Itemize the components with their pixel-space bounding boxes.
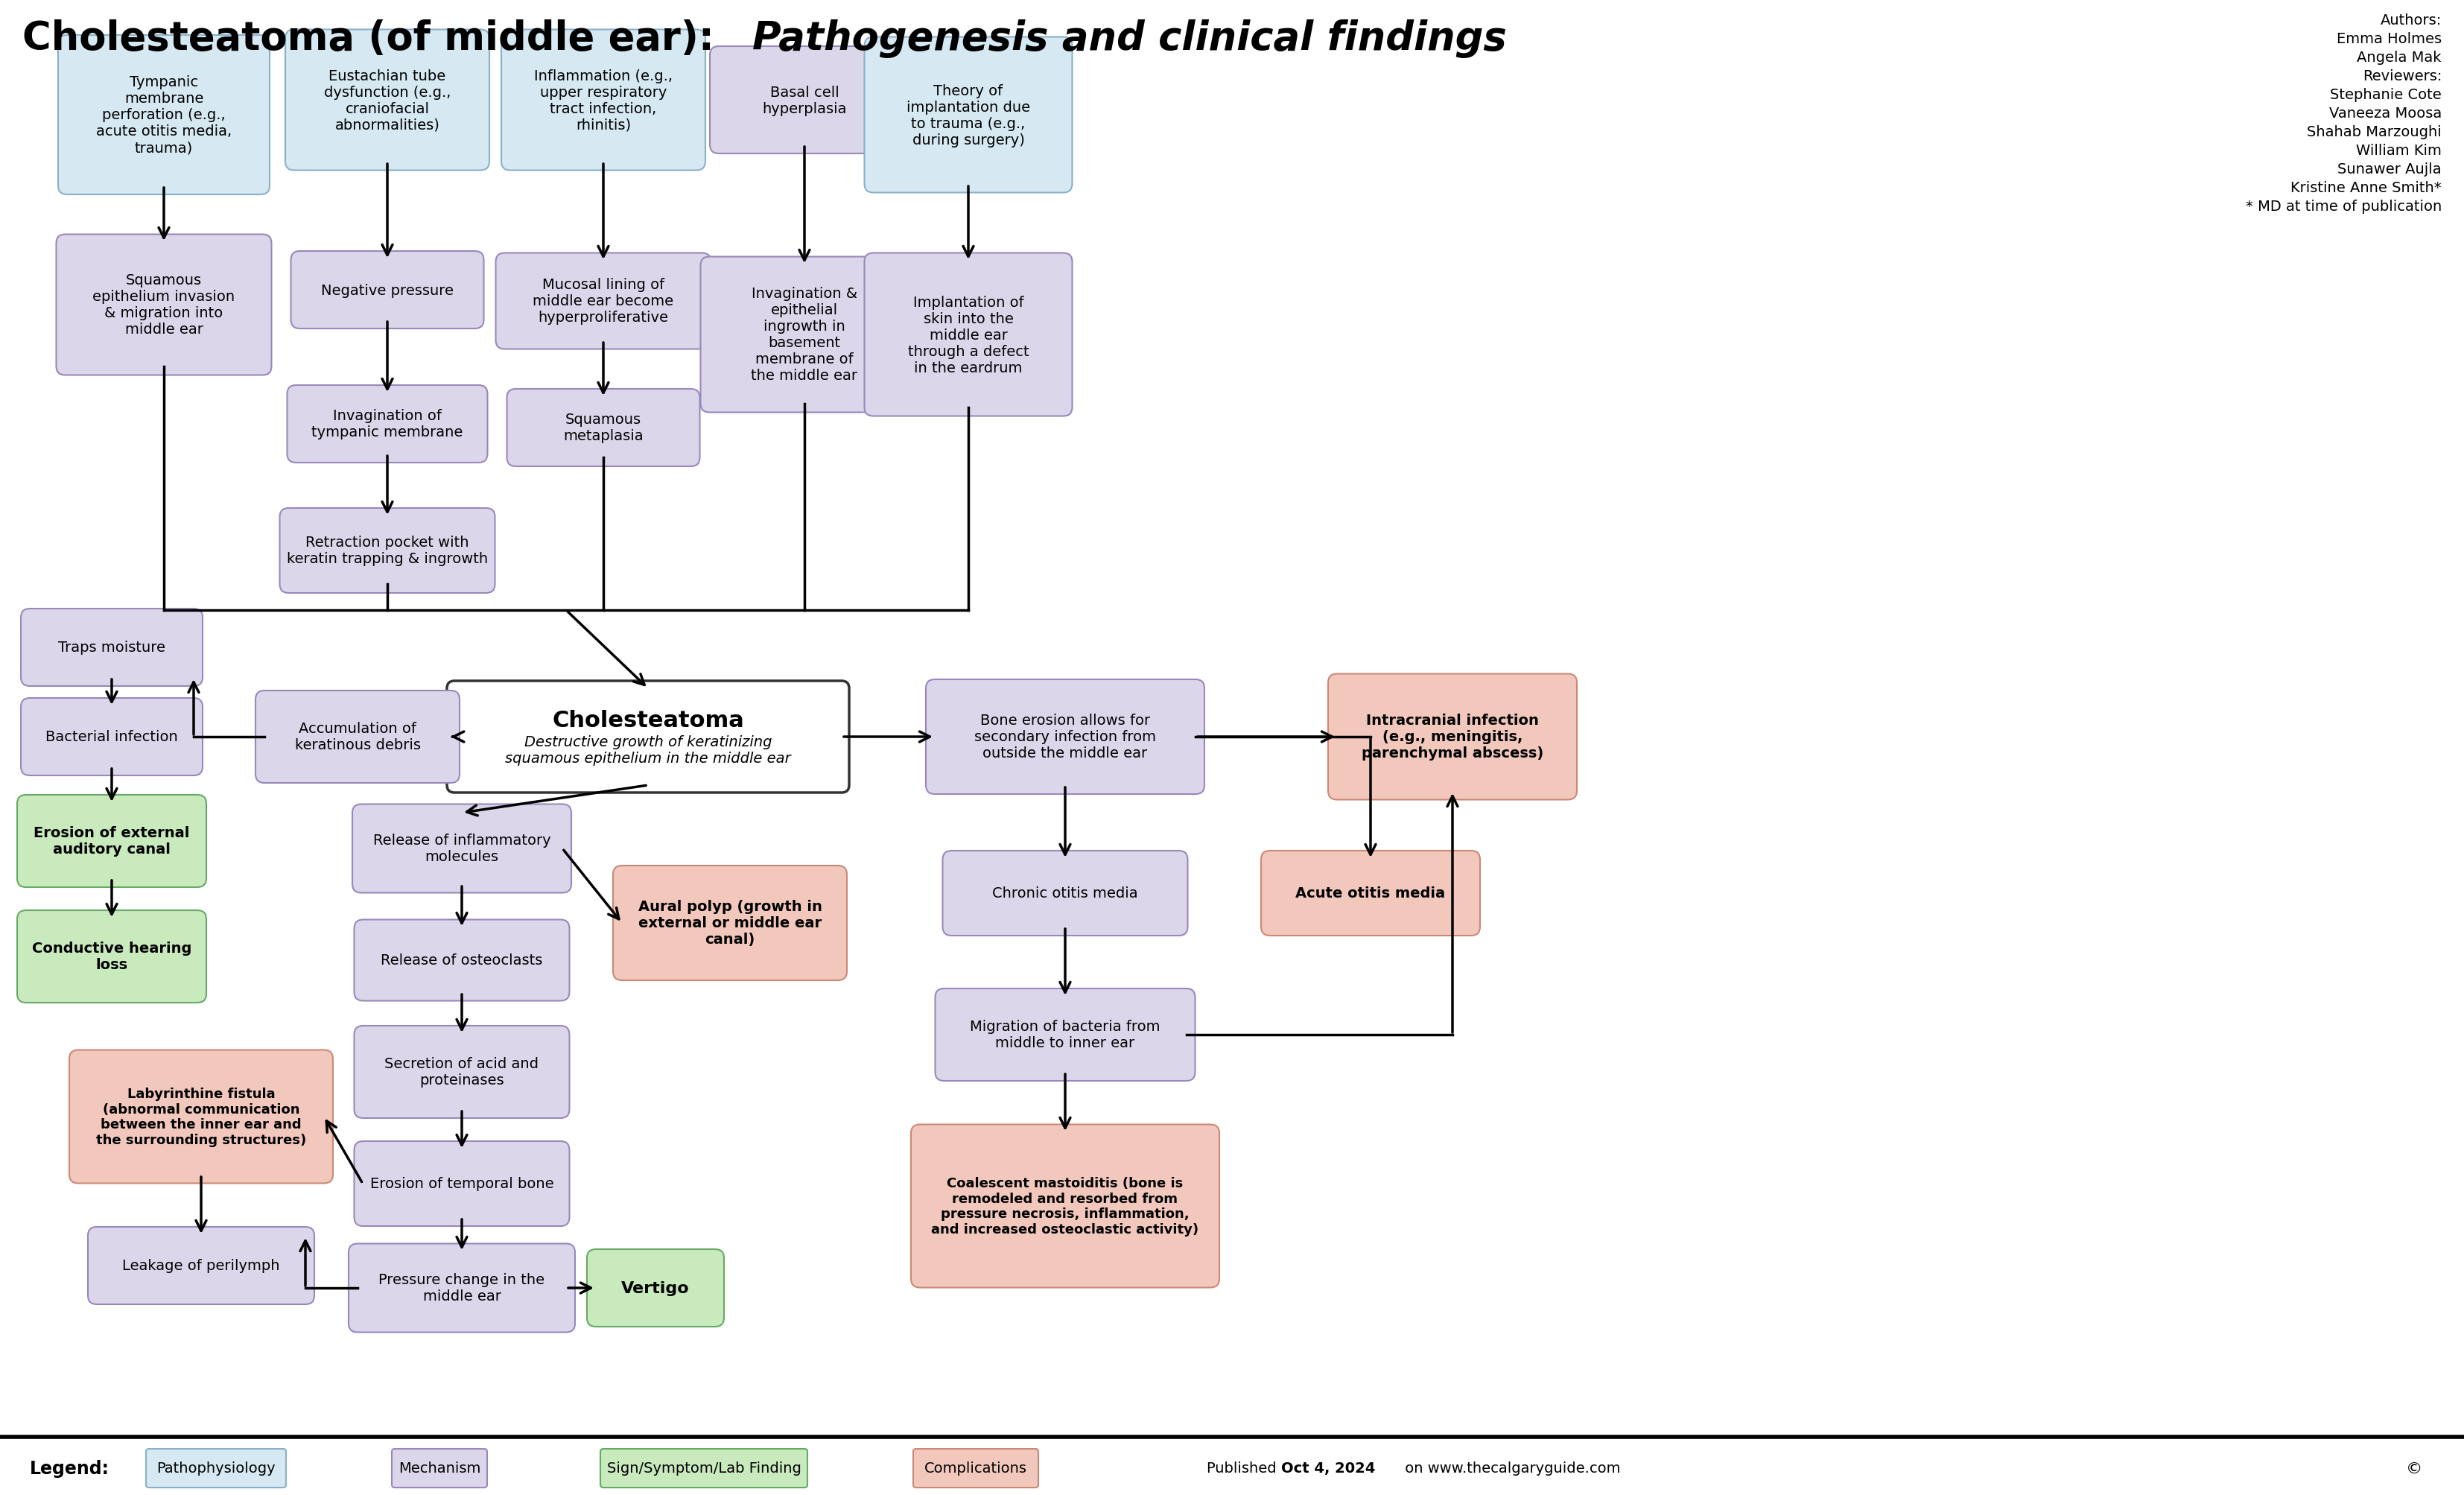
Text: Traps moisture: Traps moisture bbox=[59, 641, 165, 655]
FancyBboxPatch shape bbox=[446, 682, 850, 792]
Text: Pressure change in the
middle ear: Pressure change in the middle ear bbox=[379, 1272, 545, 1304]
Text: Inflammation (e.g.,
upper respiratory
tract infection,
rhinitis): Inflammation (e.g., upper respiratory tr… bbox=[535, 69, 673, 132]
FancyBboxPatch shape bbox=[865, 254, 1072, 417]
Text: Destructive growth of keratinizing
squamous epithelium in the middle ear: Destructive growth of keratinizing squam… bbox=[505, 736, 791, 765]
FancyBboxPatch shape bbox=[586, 1250, 724, 1326]
FancyBboxPatch shape bbox=[69, 1049, 333, 1184]
FancyBboxPatch shape bbox=[20, 698, 202, 776]
Text: Conductive hearing
loss: Conductive hearing loss bbox=[32, 942, 192, 972]
FancyBboxPatch shape bbox=[508, 389, 700, 466]
Text: Negative pressure: Negative pressure bbox=[320, 283, 453, 298]
Text: Cholesteatoma: Cholesteatoma bbox=[552, 710, 744, 731]
FancyBboxPatch shape bbox=[944, 851, 1188, 936]
FancyBboxPatch shape bbox=[926, 680, 1205, 794]
FancyBboxPatch shape bbox=[352, 804, 572, 893]
Text: Chronic otitis media: Chronic otitis media bbox=[993, 887, 1138, 900]
FancyBboxPatch shape bbox=[256, 691, 461, 783]
Text: Basal cell
hyperplasia: Basal cell hyperplasia bbox=[761, 85, 848, 115]
Text: Coalescent mastoiditis (bone is
remodeled and resorbed from
pressure necrosis, i: Coalescent mastoiditis (bone is remodele… bbox=[931, 1177, 1200, 1236]
FancyBboxPatch shape bbox=[1328, 674, 1577, 800]
Text: Mucosal lining of
middle ear become
hyperproliferative: Mucosal lining of middle ear become hype… bbox=[532, 278, 673, 324]
Text: on www.thecalgaryguide.com: on www.thecalgaryguide.com bbox=[1400, 1461, 1621, 1476]
Text: Published: Published bbox=[1207, 1461, 1281, 1476]
Text: Labyrinthine fistula
(abnormal communication
between the inner ear and
the surro: Labyrinthine fistula (abnormal communica… bbox=[96, 1087, 306, 1147]
Text: Bacterial infection: Bacterial infection bbox=[44, 730, 177, 745]
Text: Legend:: Legend: bbox=[30, 1459, 108, 1477]
FancyBboxPatch shape bbox=[355, 1141, 569, 1226]
Text: Theory of
implantation due
to trauma (e.g.,
during surgery): Theory of implantation due to trauma (e.… bbox=[907, 84, 1030, 147]
Text: Accumulation of
keratinous debris: Accumulation of keratinous debris bbox=[296, 722, 421, 752]
Text: Authors:
Emma Holmes
Angela Mak
Reviewers:
Stephanie Cote
Vaneeza Moosa
Shahab M: Authors: Emma Holmes Angela Mak Reviewer… bbox=[2245, 13, 2442, 214]
FancyBboxPatch shape bbox=[286, 30, 490, 170]
Text: Secretion of acid and
proteinases: Secretion of acid and proteinases bbox=[384, 1057, 540, 1087]
FancyBboxPatch shape bbox=[145, 1449, 286, 1488]
FancyBboxPatch shape bbox=[59, 36, 269, 194]
FancyBboxPatch shape bbox=[291, 251, 483, 329]
FancyBboxPatch shape bbox=[17, 910, 207, 1003]
FancyBboxPatch shape bbox=[288, 386, 488, 463]
Text: Acute otitis media: Acute otitis media bbox=[1296, 887, 1446, 900]
Text: Squamous
epithelium invasion
& migration into
middle ear: Squamous epithelium invasion & migration… bbox=[94, 274, 234, 336]
Text: Cholesteatoma (of middle ear):: Cholesteatoma (of middle ear): bbox=[22, 19, 727, 58]
Text: Aural polyp (growth in
external or middle ear
canal): Aural polyp (growth in external or middl… bbox=[638, 900, 823, 946]
FancyBboxPatch shape bbox=[495, 254, 712, 350]
Text: Erosion of external
auditory canal: Erosion of external auditory canal bbox=[34, 827, 190, 857]
FancyBboxPatch shape bbox=[912, 1124, 1220, 1287]
FancyBboxPatch shape bbox=[710, 46, 899, 154]
Text: Pathogenesis and clinical findings: Pathogenesis and clinical findings bbox=[752, 19, 1506, 58]
FancyBboxPatch shape bbox=[392, 1449, 488, 1488]
FancyBboxPatch shape bbox=[601, 1449, 808, 1488]
Text: Oct 4, 2024: Oct 4, 2024 bbox=[1281, 1461, 1375, 1476]
Text: Release of inflammatory
molecules: Release of inflammatory molecules bbox=[372, 834, 549, 864]
Text: Bone erosion allows for
secondary infection from
outside the middle ear: Bone erosion allows for secondary infect… bbox=[973, 713, 1156, 761]
FancyBboxPatch shape bbox=[89, 1227, 315, 1305]
FancyBboxPatch shape bbox=[614, 866, 848, 981]
Text: Sign/Symptom/Lab Finding: Sign/Symptom/Lab Finding bbox=[606, 1461, 801, 1476]
FancyBboxPatch shape bbox=[1262, 851, 1481, 936]
FancyBboxPatch shape bbox=[914, 1449, 1037, 1488]
Text: Mechanism: Mechanism bbox=[399, 1461, 480, 1476]
FancyBboxPatch shape bbox=[281, 508, 495, 594]
FancyBboxPatch shape bbox=[17, 795, 207, 888]
FancyBboxPatch shape bbox=[355, 919, 569, 1002]
FancyBboxPatch shape bbox=[936, 988, 1195, 1081]
Text: Invagination of
tympanic membrane: Invagination of tympanic membrane bbox=[310, 410, 463, 440]
Text: ©: © bbox=[2407, 1461, 2427, 1476]
Text: Erosion of temporal bone: Erosion of temporal bone bbox=[370, 1177, 554, 1192]
Text: Implantation of
skin into the
middle ear
through a defect
in the eardrum: Implantation of skin into the middle ear… bbox=[907, 295, 1030, 375]
FancyBboxPatch shape bbox=[700, 257, 909, 413]
Text: Vertigo: Vertigo bbox=[621, 1281, 690, 1296]
Text: Leakage of perilymph: Leakage of perilymph bbox=[123, 1259, 281, 1272]
FancyBboxPatch shape bbox=[865, 37, 1072, 193]
Text: Release of osteoclasts: Release of osteoclasts bbox=[382, 954, 542, 967]
Text: Eustachian tube
dysfunction (e.g.,
craniofacial
abnormalities): Eustachian tube dysfunction (e.g., crani… bbox=[323, 69, 451, 132]
Text: Squamous
metaplasia: Squamous metaplasia bbox=[564, 413, 643, 444]
Text: Retraction pocket with
keratin trapping & ingrowth: Retraction pocket with keratin trapping … bbox=[286, 535, 488, 567]
FancyBboxPatch shape bbox=[355, 1026, 569, 1118]
Text: Complications: Complications bbox=[924, 1461, 1027, 1476]
FancyBboxPatch shape bbox=[347, 1244, 574, 1332]
Text: Invagination &
epithelial
ingrowth in
basement
membrane of
the middle ear: Invagination & epithelial ingrowth in ba… bbox=[752, 287, 857, 383]
Text: Intracranial infection
(e.g., meningitis,
parenchymal abscess): Intracranial infection (e.g., meningitis… bbox=[1363, 713, 1542, 761]
FancyBboxPatch shape bbox=[57, 235, 271, 375]
Text: Pathophysiology: Pathophysiology bbox=[158, 1461, 276, 1476]
FancyBboxPatch shape bbox=[500, 30, 705, 170]
FancyBboxPatch shape bbox=[20, 608, 202, 686]
Text: Tympanic
membrane
perforation (e.g.,
acute otitis media,
trauma): Tympanic membrane perforation (e.g., acu… bbox=[96, 76, 232, 155]
Text: Migration of bacteria from
middle to inner ear: Migration of bacteria from middle to inn… bbox=[971, 1020, 1161, 1049]
